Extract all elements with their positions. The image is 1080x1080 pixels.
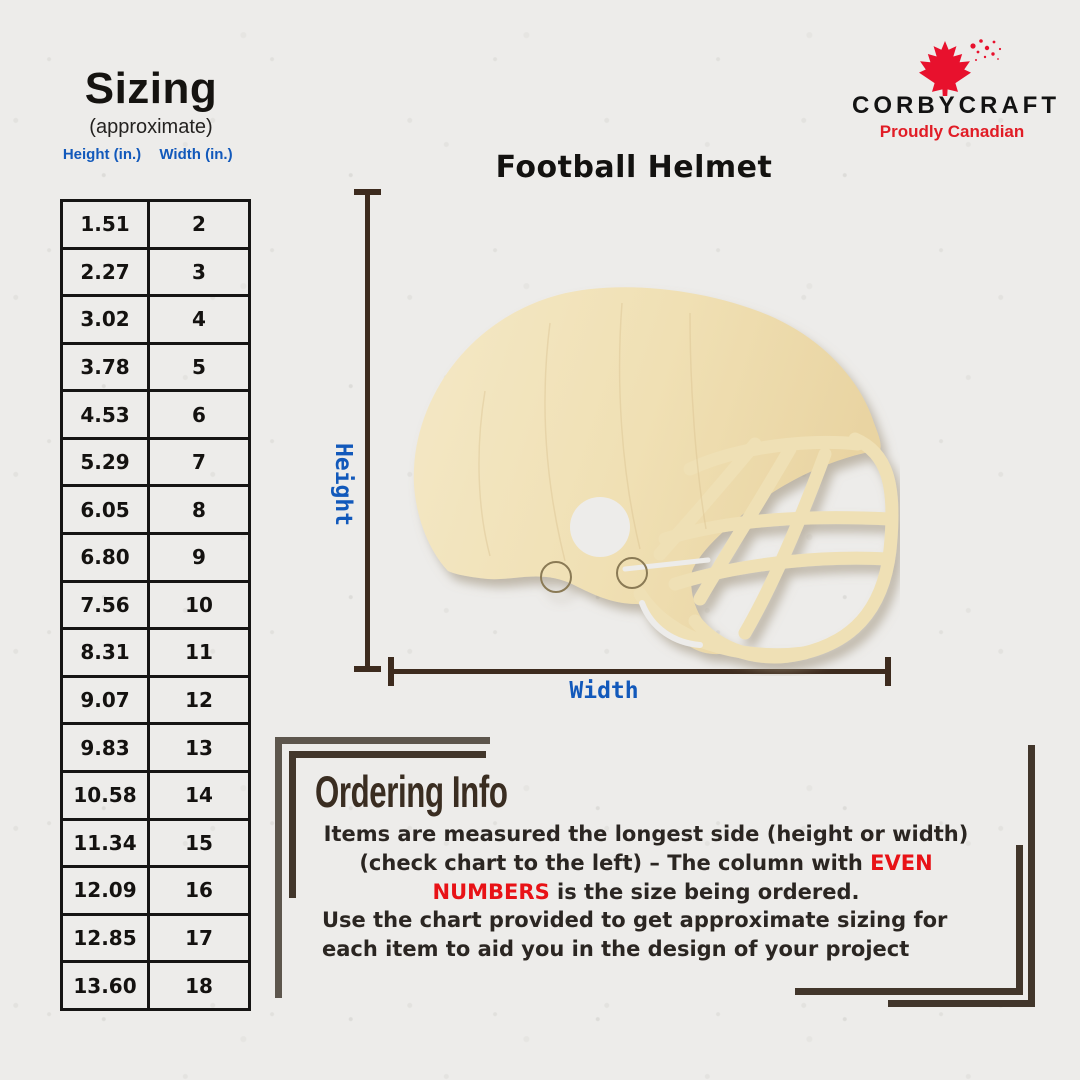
table-row: 13.60 18	[60, 960, 251, 1011]
ear-hole	[570, 497, 630, 557]
p1-text-after: is the size being ordered.	[549, 879, 860, 904]
corner-bracket-bottom-right-inner	[795, 988, 1023, 995]
height-cell: 8.31	[60, 627, 150, 678]
height-line-bottom-cap	[354, 666, 381, 672]
width-cell: 2	[147, 199, 251, 250]
corner-bracket-top-left-outer	[275, 737, 490, 744]
corner-bracket-bottom-right-inner-v	[1016, 845, 1023, 995]
table-row: 5.29 7	[60, 436, 251, 488]
height-cell: 4.53	[60, 389, 150, 440]
width-line-left-cap	[388, 657, 394, 686]
maple-leaf-icon	[852, 34, 1052, 100]
table-row: 9.07 12	[60, 674, 251, 726]
table-row: 7.56 10	[60, 579, 251, 631]
ordering-paragraph-2: Use the chart provided to get approximat…	[322, 908, 948, 961]
table-row: 2.27 3	[60, 246, 251, 298]
width-cell: 12	[147, 674, 251, 726]
width-cell: 17	[147, 912, 251, 964]
p1-text-before: Items are measured the longest side (hei…	[323, 822, 969, 875]
width-cell: 7	[147, 436, 251, 488]
height-cell: 3.78	[60, 341, 150, 393]
table-row: 1.51 2	[60, 199, 251, 250]
width-line-right-cap	[885, 657, 891, 686]
width-cell: 13	[147, 722, 251, 773]
column-header-height: Height (in.)	[62, 146, 142, 163]
width-cell: 3	[147, 246, 251, 298]
height-dimension-line	[365, 191, 370, 671]
height-cell: 6.05	[60, 484, 150, 536]
product-title: Football Helmet	[495, 150, 773, 185]
sizing-subtitle: (approximate)	[89, 116, 213, 138]
height-cell: 6.80	[60, 532, 150, 583]
table-row: 9.83 13	[60, 722, 251, 773]
table-row: 10.58 14	[60, 769, 251, 821]
table-row: 3.78 5	[60, 341, 251, 393]
width-dimension-line	[390, 669, 890, 674]
table-row: 12.85 17	[60, 912, 251, 964]
corner-bracket-bottom-right-outer-v	[1028, 745, 1035, 1007]
height-cell: 9.07	[60, 674, 150, 726]
height-cell: 10.58	[60, 769, 150, 821]
width-cell: 5	[147, 341, 251, 393]
width-cell: 10	[147, 579, 251, 631]
width-cell: 15	[147, 817, 251, 869]
height-cell: 2.27	[60, 246, 150, 298]
width-axis-label: Width	[569, 678, 639, 704]
width-cell: 9	[147, 532, 251, 583]
width-cell: 18	[147, 960, 251, 1011]
brand-tagline: Proudly Canadian	[879, 122, 1025, 141]
height-cell: 12.09	[60, 865, 150, 916]
height-cell: 13.60	[60, 960, 150, 1011]
height-cell: 9.83	[60, 722, 150, 773]
sizing-table: 1.51 2 2.27 3 3.02 4 3.78 5 4.53 6 5.29 7 6.05 8 6.80 9…	[60, 199, 251, 1011]
corner-bracket-bottom-right-outer	[888, 1000, 1035, 1007]
table-row: 3.02 4	[60, 294, 251, 345]
height-line-top-cap	[354, 189, 381, 195]
p1-highlight: EVEN NUMBERS	[432, 850, 933, 904]
sizing-title: Sizing	[84, 64, 218, 113]
height-cell: 12.85	[60, 912, 150, 964]
table-row: 6.80 9	[60, 532, 251, 583]
width-cell: 4	[147, 294, 251, 345]
height-axis-label: Height	[330, 443, 356, 527]
width-cell: 16	[147, 865, 251, 916]
table-row: 12.09 16	[60, 865, 251, 916]
corner-bracket-top-left-outer-v	[275, 737, 282, 998]
ordering-info-title: Ordering Info	[315, 768, 508, 818]
corner-bracket-top-left-inner	[289, 751, 486, 758]
height-cell: 11.34	[60, 817, 150, 869]
table-row: 8.31 11	[60, 627, 251, 678]
table-row: 11.34 15	[60, 817, 251, 869]
width-cell: 8	[147, 484, 251, 536]
ordering-paragraph-1: Items are measured the longest side (hei…	[300, 820, 992, 906]
height-cell: 3.02	[60, 294, 150, 345]
height-cell: 1.51	[60, 199, 150, 250]
sizing-table-body: 1.51 2 2.27 3 3.02 4 3.78 5 4.53 6 5.29 7 6.05 8 6.80 9…	[60, 199, 251, 1011]
leaf-disperse-dots	[970, 39, 1002, 61]
football-helmet-image	[413, 287, 899, 664]
table-row: 6.05 8	[60, 484, 251, 536]
width-cell: 6	[147, 389, 251, 440]
brand-name: CORBYCRAFT	[852, 92, 1060, 119]
width-cell: 11	[147, 627, 251, 678]
brand-logo: CORBYCRAFT Proudly Canadian	[852, 34, 1060, 142]
column-header-width: Width (in.)	[159, 146, 233, 163]
height-cell: 7.56	[60, 579, 150, 631]
height-cell: 5.29	[60, 436, 150, 488]
corner-bracket-top-left-inner-v	[289, 751, 296, 898]
table-row: 4.53 6	[60, 389, 251, 440]
width-cell: 14	[147, 769, 251, 821]
